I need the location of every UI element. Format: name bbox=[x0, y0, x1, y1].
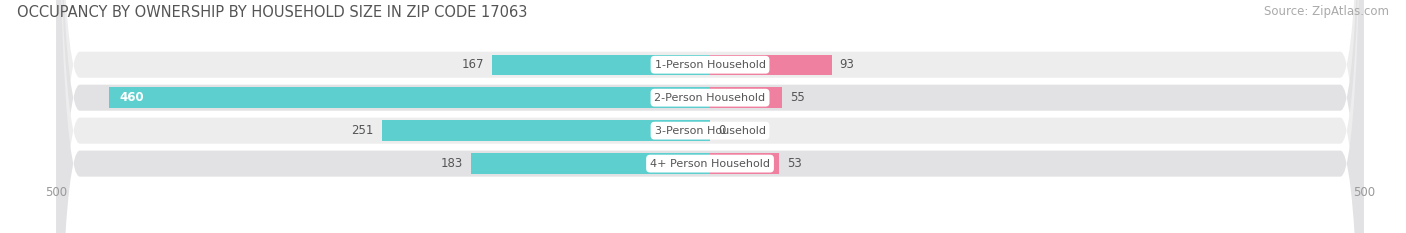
FancyBboxPatch shape bbox=[56, 0, 1364, 233]
Bar bbox=[471, 153, 710, 174]
Text: 4+ Person Household: 4+ Person Household bbox=[650, 159, 770, 169]
Text: Source: ZipAtlas.com: Source: ZipAtlas.com bbox=[1264, 5, 1389, 18]
Bar bbox=[108, 87, 710, 108]
Text: 183: 183 bbox=[440, 157, 463, 170]
Text: 0: 0 bbox=[718, 124, 725, 137]
Text: OCCUPANCY BY OWNERSHIP BY HOUSEHOLD SIZE IN ZIP CODE 17063: OCCUPANCY BY OWNERSHIP BY HOUSEHOLD SIZE… bbox=[17, 5, 527, 20]
FancyBboxPatch shape bbox=[56, 0, 1364, 233]
Text: 93: 93 bbox=[839, 58, 855, 71]
Text: 460: 460 bbox=[120, 91, 143, 104]
Text: 251: 251 bbox=[352, 124, 374, 137]
Text: 53: 53 bbox=[787, 157, 801, 170]
Text: 167: 167 bbox=[461, 58, 484, 71]
Bar bbox=[492, 55, 710, 75]
Text: 1-Person Household: 1-Person Household bbox=[655, 60, 765, 70]
Bar bbox=[710, 87, 782, 108]
Bar bbox=[382, 120, 710, 141]
Bar bbox=[710, 55, 831, 75]
Text: 3-Person Household: 3-Person Household bbox=[655, 126, 765, 136]
Bar bbox=[710, 153, 779, 174]
FancyBboxPatch shape bbox=[56, 0, 1364, 233]
Text: 2-Person Household: 2-Person Household bbox=[654, 93, 766, 103]
FancyBboxPatch shape bbox=[56, 0, 1364, 233]
Text: 55: 55 bbox=[790, 91, 804, 104]
